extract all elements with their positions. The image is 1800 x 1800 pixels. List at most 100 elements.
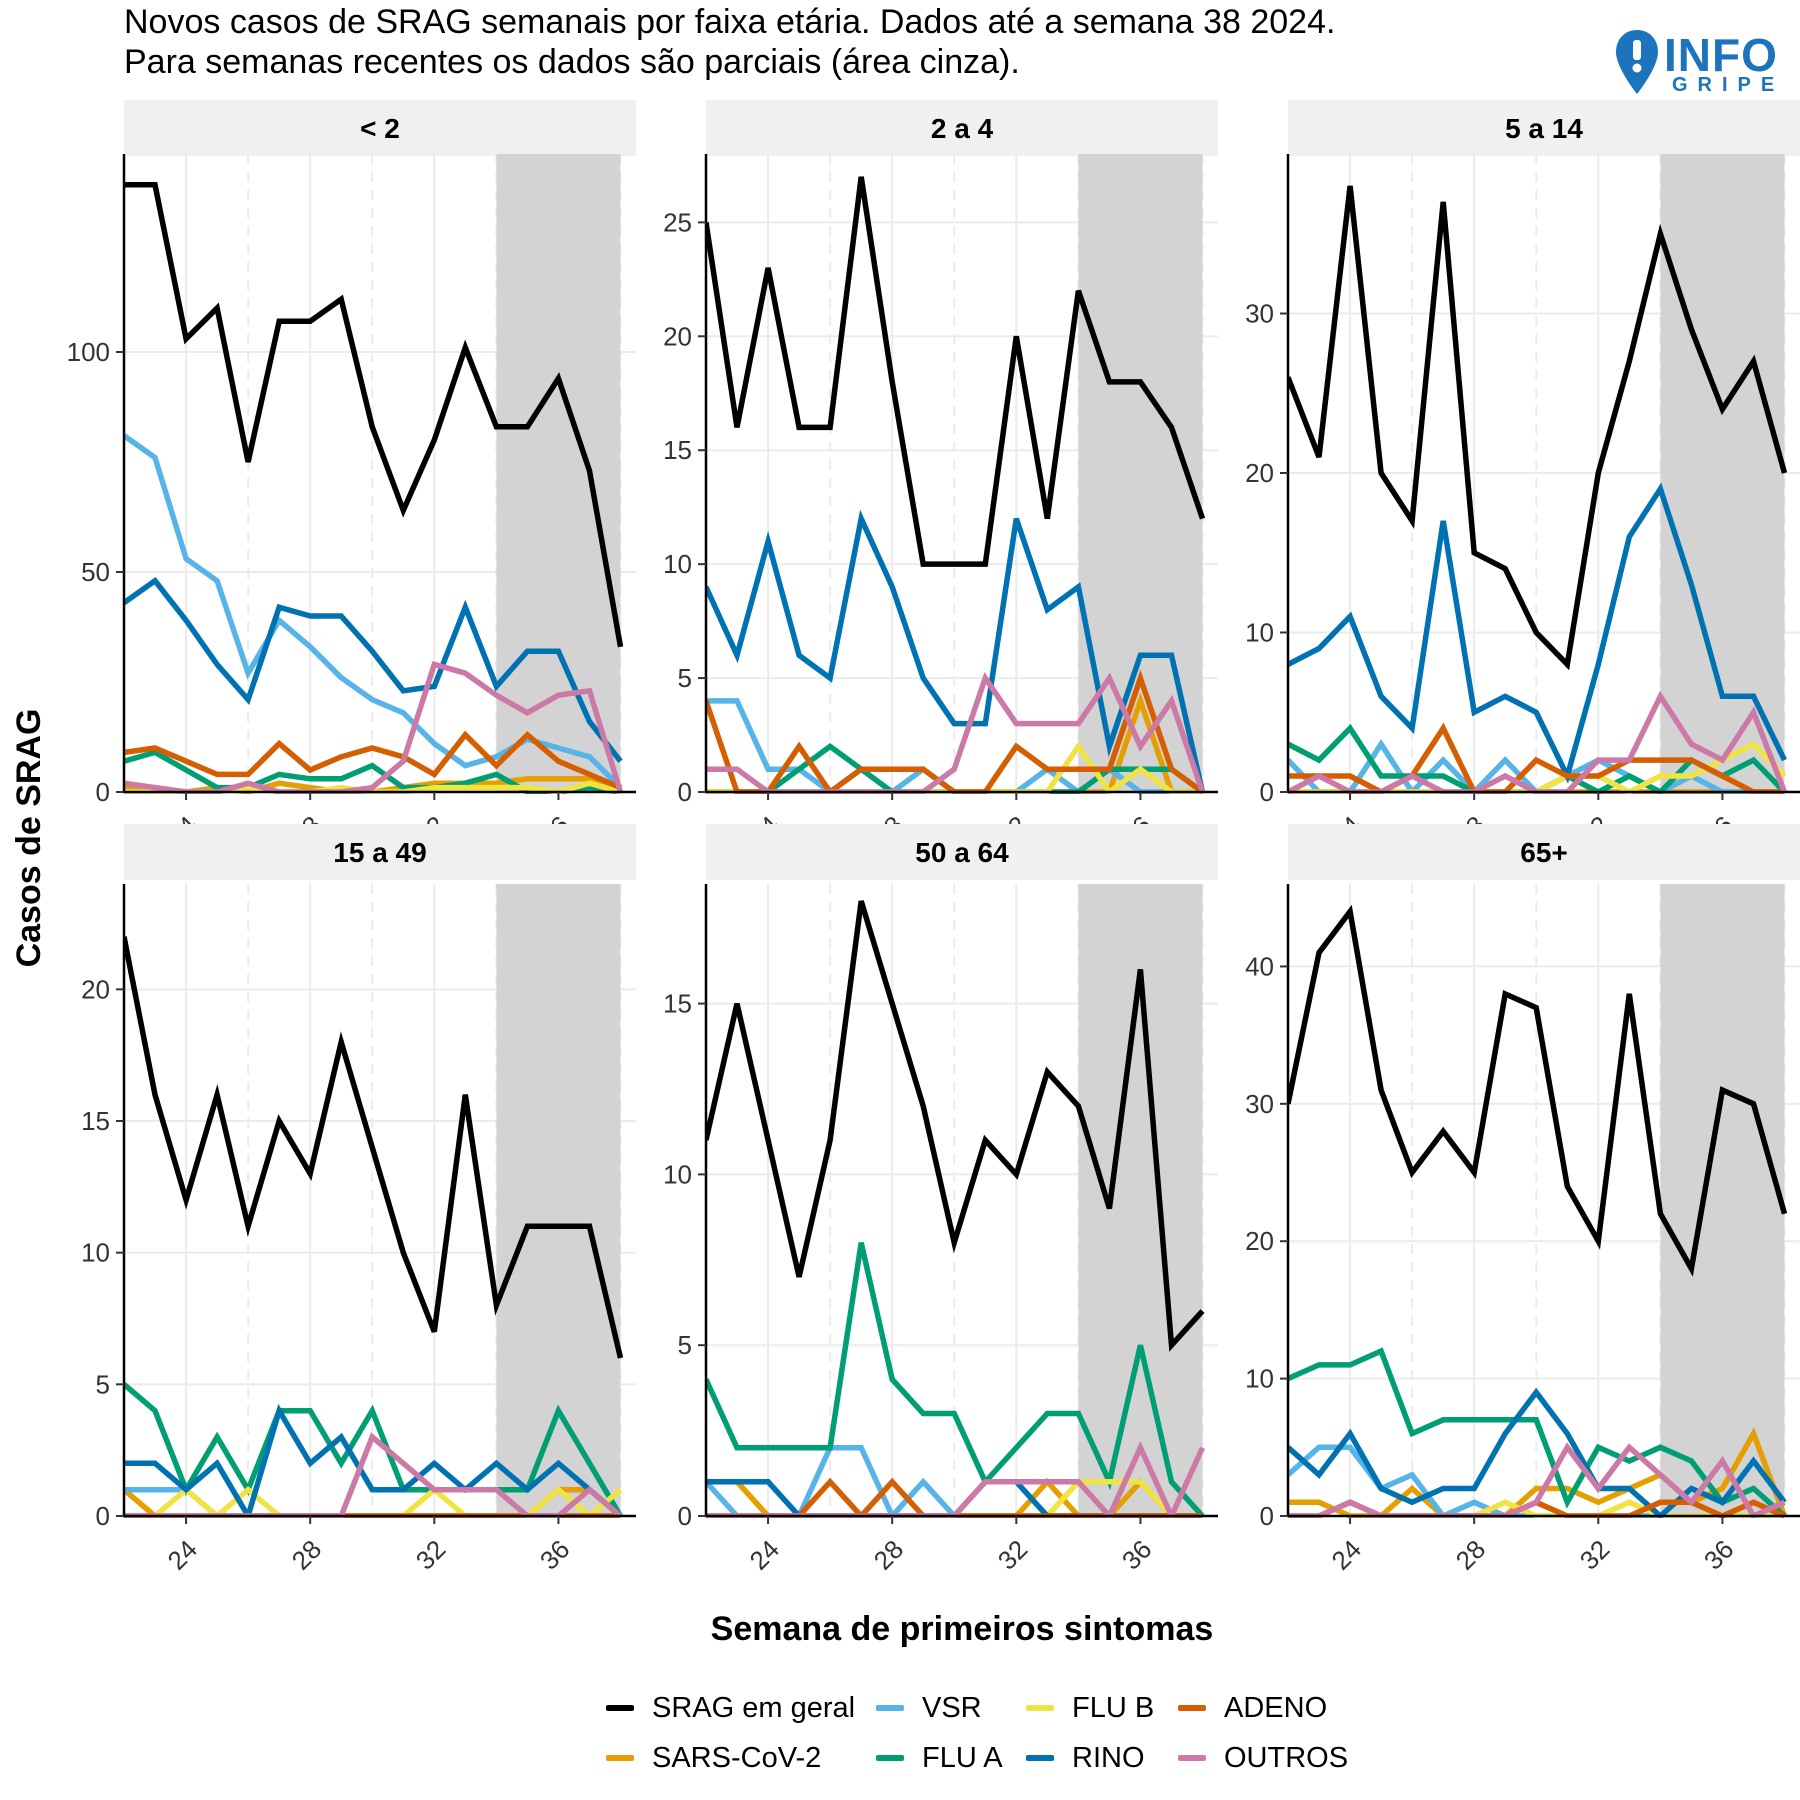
- y-tick-label: 10: [81, 1238, 110, 1268]
- legend-item: SARS-CoV-2: [606, 1738, 821, 1778]
- series-line-srag: [1288, 904, 1788, 1277]
- legend-swatch: [1178, 1755, 1206, 1761]
- x-tick-label: 28: [1450, 1534, 1492, 1576]
- facet-strip: [1288, 824, 1800, 880]
- facet-label: 15 a 49: [333, 837, 426, 868]
- partial-data-region: [1660, 884, 1785, 1516]
- map-pin-icon: [1616, 30, 1658, 94]
- series-line-rino: [706, 509, 1206, 793]
- y-tick-label: 0: [1260, 1501, 1274, 1531]
- y-tick-label: 20: [1245, 458, 1274, 488]
- facet-strip: [1288, 100, 1800, 156]
- title-line-1: Novos casos de SRAG semanais por faixa e…: [124, 3, 1336, 41]
- series-line-flua: [124, 1382, 623, 1518]
- series-lines: [1288, 185, 1788, 794]
- series-line-adeno: [1288, 722, 1785, 794]
- y-tick-label: 15: [81, 1106, 110, 1136]
- panel-4: 15 a 49 0 5 10 15 20 24 28 32 36: [81, 824, 636, 1576]
- logo-text-gripe: GRIPE: [1672, 74, 1785, 96]
- panel-6: 65+ 0 10 20 30 40 24 28 32 36: [1245, 824, 1800, 1576]
- legend-label: OUTROS: [1224, 1741, 1349, 1774]
- series-line-srag: [124, 182, 624, 648]
- x-tick-label: 24: [744, 1534, 786, 1576]
- y-tick-label: 0: [678, 1501, 692, 1531]
- y-tick-label: 100: [67, 337, 110, 367]
- legend-label: ADENO: [1224, 1691, 1328, 1724]
- x-axis-title: Semana de primeiros sintomas: [711, 1610, 1214, 1648]
- legend-item: FLU B: [1026, 1688, 1154, 1728]
- facet-strip: [706, 824, 1218, 880]
- y-tick-label: 20: [663, 321, 692, 351]
- x-tick-label: 36: [1698, 1534, 1740, 1576]
- y-tick-label: 10: [1245, 618, 1274, 648]
- series-line-adeno: [124, 730, 622, 791]
- series-line-srag: [706, 176, 1206, 567]
- facet-strip: [124, 100, 636, 156]
- facet-label: 65+: [1520, 837, 1568, 868]
- series-line-rino: [124, 1403, 623, 1518]
- x-tick-label: 28: [868, 1534, 910, 1576]
- facet-strip: [124, 824, 636, 880]
- y-tick-label: 30: [1245, 1089, 1274, 1119]
- legend-label: RINO: [1072, 1741, 1145, 1774]
- y-tick-label: 15: [663, 435, 692, 465]
- legend-item: ADENO: [1178, 1688, 1327, 1728]
- legend-label: SARS-CoV-2: [652, 1741, 822, 1774]
- partial-data-region: [496, 884, 621, 1516]
- legend-item: RINO: [1026, 1738, 1145, 1778]
- logo-text-info: INFO: [1664, 29, 1778, 81]
- series-line-rino: [1288, 482, 1787, 784]
- facet-label: < 2: [360, 113, 400, 144]
- legend-swatch: [606, 1755, 634, 1761]
- x-tick-label: 32: [410, 1534, 452, 1576]
- panel-1: < 205010024283236: [67, 100, 636, 852]
- y-tick-label: 30: [1245, 299, 1274, 329]
- legend-swatch: [1026, 1755, 1054, 1761]
- series-line-srag: [706, 900, 1205, 1352]
- y-tick-label: 25: [663, 207, 692, 237]
- series-line-flua: [1288, 1347, 1787, 1518]
- x-tick-label: 24: [162, 1534, 204, 1576]
- legend: SRAG em geral SARS-CoV-2 VSR FLU A FLU B RINO…: [606, 1688, 1366, 1798]
- legend-item: FLU A: [876, 1738, 1003, 1778]
- series-line-srag: [124, 936, 624, 1359]
- legend-label: SRAG em geral: [652, 1691, 856, 1724]
- y-tick-label: 10: [663, 1159, 692, 1189]
- legend-label: FLU A: [922, 1741, 1003, 1774]
- panel-3: 5 a 14010203024283236: [1245, 100, 1800, 852]
- facet-label: 2 a 4: [931, 113, 994, 144]
- partial-data-region: [1660, 154, 1785, 792]
- y-tick-label: 10: [1245, 1364, 1274, 1394]
- legend-label: FLU B: [1072, 1691, 1155, 1724]
- legend-item: SRAG em geral: [606, 1688, 855, 1728]
- x-tick-label: 36: [534, 1534, 576, 1576]
- series-line-rino: [124, 577, 623, 763]
- legend-swatch: [606, 1705, 634, 1711]
- legend-swatch: [1178, 1705, 1206, 1711]
- facet-label: 50 a 64: [915, 837, 1009, 868]
- facet-strip: [706, 100, 1218, 156]
- y-tick-label: 40: [1245, 951, 1274, 981]
- chart-title: Novos casos de SRAG semanais por faixa e…: [124, 2, 1335, 82]
- y-tick-label: 20: [81, 974, 110, 1004]
- y-axis-title: Casos de SRAG: [10, 709, 48, 968]
- legend-item: OUTROS: [1178, 1738, 1348, 1778]
- x-tick-label: 32: [992, 1534, 1034, 1576]
- title-line-2: Para semanas recentes os dados são parci…: [124, 43, 1020, 81]
- panel-2: 2 a 4051015202524283236: [663, 100, 1218, 852]
- legend-label: VSR: [922, 1691, 982, 1724]
- x-tick-label: 28: [286, 1534, 328, 1576]
- y-tick-label: 5: [678, 1330, 692, 1360]
- y-tick-label: 15: [663, 989, 692, 1019]
- y-tick-label: 5: [678, 663, 692, 693]
- partial-data-region: [496, 154, 621, 792]
- y-tick-label: 0: [678, 777, 692, 807]
- series-line-outros: [1288, 1442, 1786, 1518]
- x-tick-label: 24: [1326, 1534, 1368, 1576]
- y-tick-label: 10: [663, 549, 692, 579]
- x-tick-label: 32: [1574, 1534, 1616, 1576]
- panel-5: 50 a 64 0 5 10 15 24 28 32 36: [663, 824, 1218, 1576]
- series-line-flua: [706, 1242, 1205, 1518]
- y-tick-label: 5: [96, 1369, 110, 1399]
